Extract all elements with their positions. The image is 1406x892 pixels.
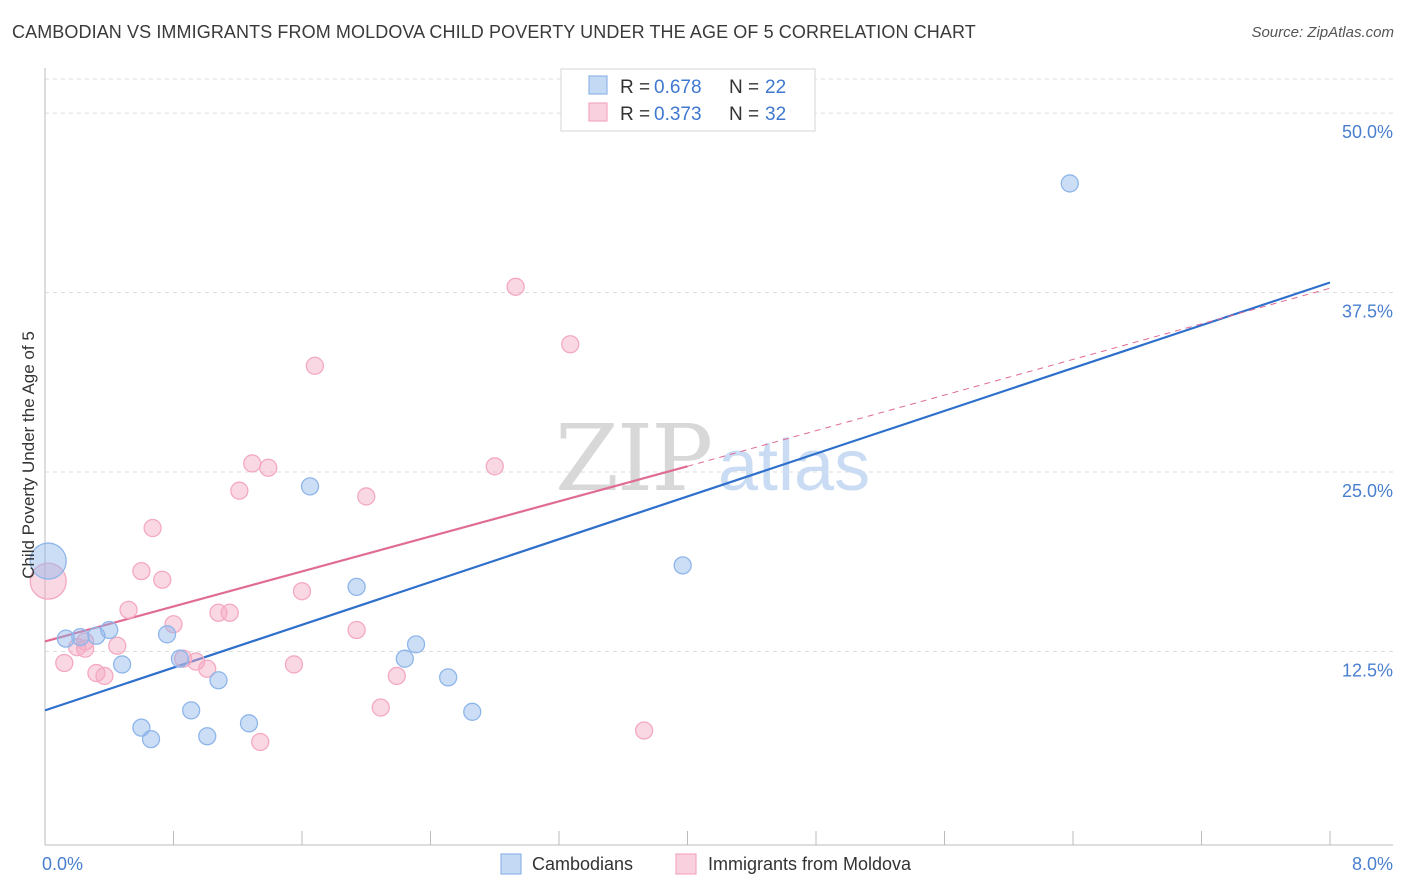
legend-swatch-cambodians xyxy=(588,75,608,95)
point-cambodians-16 xyxy=(395,649,414,668)
point-moldova-27 xyxy=(371,698,390,717)
point-cambodians-18 xyxy=(439,668,458,687)
bottom-legend: Cambodians Immigrants from Moldova xyxy=(500,853,912,875)
point-moldova-11 xyxy=(153,570,172,589)
y-axis-label: Child Poverty Under the Age of 5 xyxy=(19,331,38,579)
point-moldova-21 xyxy=(259,458,278,477)
bottom-legend-swatch-cambodians xyxy=(500,853,522,875)
point-cambodians-0 xyxy=(29,542,67,580)
legend-n-value-cambodians: 22 xyxy=(765,77,786,98)
y-tick-label-1: 25.0% xyxy=(1342,481,1393,501)
legend-n-label-cambodians: N = xyxy=(729,77,759,98)
point-moldova-8 xyxy=(119,600,138,620)
point-moldova-25 xyxy=(347,620,366,640)
point-cambodians-4 xyxy=(100,620,119,640)
tick-labels: 12.5% 25.0% 37.5% 50.0% 0.0% 8.0% xyxy=(42,122,1393,874)
point-cambodians-21 xyxy=(1060,174,1079,193)
point-cambodians-9 xyxy=(170,649,190,668)
source-label: Source: ZipAtlas.com xyxy=(1251,24,1394,41)
point-moldova-15 xyxy=(198,659,217,678)
trend-line-0 xyxy=(44,281,1331,712)
bottom-legend-label-cambodians: Cambodians xyxy=(532,854,633,874)
y-tick-label-0: 12.5% xyxy=(1342,661,1393,681)
x-tick-label-1: 8.0% xyxy=(1352,854,1393,874)
axes xyxy=(44,68,1393,846)
point-moldova-32 xyxy=(634,721,654,740)
grid-lines xyxy=(45,78,1393,653)
point-moldova-31 xyxy=(561,335,580,354)
point-cambodians-1 xyxy=(56,629,76,648)
point-cambodians-2 xyxy=(71,628,90,647)
point-moldova-18 xyxy=(230,481,249,500)
trend-lines xyxy=(44,281,1331,712)
point-moldova-1 xyxy=(55,653,74,673)
point-moldova-12 xyxy=(164,615,183,634)
trend-line-dashed-1 xyxy=(687,287,1331,467)
point-moldova-0 xyxy=(29,562,67,600)
point-moldova-28 xyxy=(387,666,406,686)
point-cambodians-20 xyxy=(673,556,692,575)
x-tick-label-0: 0.0% xyxy=(42,854,83,874)
point-cambodians-19 xyxy=(463,702,482,721)
data-points xyxy=(29,174,1079,752)
point-cambodians-5 xyxy=(112,655,132,674)
legend-n-value-moldova: 32 xyxy=(765,104,786,125)
point-moldova-26 xyxy=(357,487,376,506)
point-moldova-20 xyxy=(251,732,270,752)
legend-r-value-moldova: 0.373 xyxy=(654,104,702,125)
legend-r-label-cambodians: R = xyxy=(620,77,650,98)
point-cambodians-14 xyxy=(300,477,320,496)
bottom-legend-swatch-moldova xyxy=(675,853,697,875)
point-moldova-7 xyxy=(108,636,127,655)
point-moldova-22 xyxy=(284,655,304,674)
point-cambodians-8 xyxy=(157,625,177,644)
point-moldova-17 xyxy=(220,603,239,622)
point-moldova-23 xyxy=(292,582,312,601)
point-moldova-19 xyxy=(243,454,262,473)
point-cambodians-10 xyxy=(182,701,201,720)
point-cambodians-15 xyxy=(347,577,366,597)
trend-line-1 xyxy=(44,465,688,643)
point-moldova-10 xyxy=(143,518,162,538)
y-tick-label-2: 37.5% xyxy=(1342,302,1393,322)
point-moldova-30 xyxy=(506,277,525,296)
point-moldova-4 xyxy=(76,639,95,658)
legend-r-label-moldova: R = xyxy=(620,104,650,125)
point-moldova-9 xyxy=(132,561,151,581)
point-cambodians-13 xyxy=(239,714,259,733)
point-cambodians-17 xyxy=(406,635,426,654)
point-moldova-24 xyxy=(305,356,325,375)
point-cambodians-12 xyxy=(209,671,228,690)
legend-r-value-cambodians: 0.678 xyxy=(654,77,702,98)
watermark-atlas: atlas xyxy=(718,426,870,506)
legend: R = 0.678 N = 22 R = 0.373 N = 32 xyxy=(560,68,816,132)
point-moldova-6 xyxy=(95,666,114,686)
point-moldova-29 xyxy=(485,457,504,476)
point-cambodians-11 xyxy=(198,727,217,746)
chart-title: CAMBODIAN VS IMMIGRANTS FROM MOLDOVA CHI… xyxy=(12,22,976,42)
watermark: ZIP atlas xyxy=(555,405,870,512)
legend-n-label-moldova: N = xyxy=(729,104,759,125)
point-cambodians-7 xyxy=(141,729,161,749)
legend-swatch-moldova xyxy=(588,102,608,122)
y-tick-label-3: 50.0% xyxy=(1342,122,1393,142)
bottom-legend-label-moldova: Immigrants from Moldova xyxy=(708,854,912,874)
